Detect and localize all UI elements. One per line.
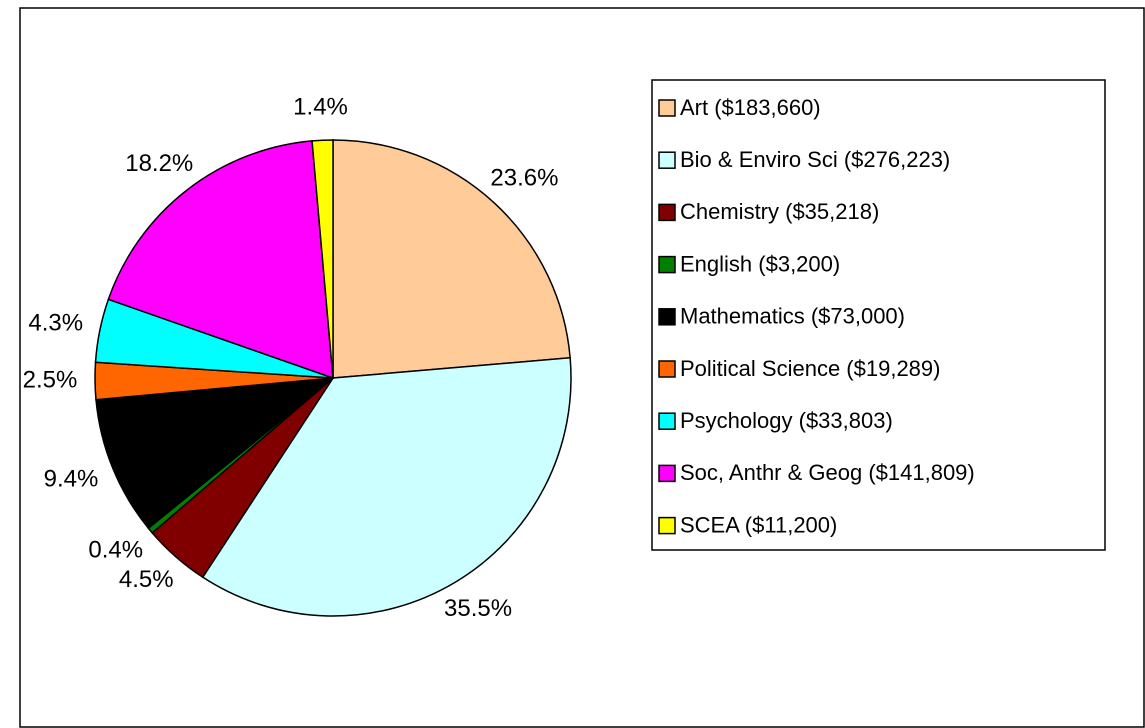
legend-swatch [658, 99, 676, 117]
legend-swatch [658, 255, 676, 274]
legend-swatch [658, 516, 676, 535]
pie-slice [311, 139, 334, 379]
legend-label: Chemistry ($35,218) [680, 199, 879, 224]
pie-slice [95, 377, 336, 530]
legend-label: SCEA ($11,200) [680, 512, 837, 537]
data-label: 0.4% [88, 536, 143, 563]
pie-slice [201, 356, 572, 617]
legend-label: Art ($183,660) [680, 95, 821, 120]
data-label: 2.5% [23, 367, 78, 394]
legend-label: Psychology ($33,803) [680, 408, 893, 433]
legend-swatch [658, 151, 676, 169]
data-label: 4.3% [28, 309, 83, 336]
legend-label: Bio & Enviro Sci ($276,223) [680, 147, 950, 172]
legend: Art ($183,660) Bio & Enviro Sci ($276,223… [651, 79, 1106, 551]
data-label: 1.4% [293, 94, 348, 121]
pie-slice [107, 140, 334, 380]
data-label: 18.2% [125, 150, 193, 177]
legend-label: Soc, Anthr & Geog ($141,809) [680, 460, 975, 485]
legend-swatch [658, 360, 676, 378]
legend-swatch [658, 308, 676, 326]
legend-swatch [658, 464, 676, 483]
legend-label: Mathematics ($73,000) [680, 304, 905, 329]
data-label: 4.5% [119, 566, 174, 593]
data-label: 9.4% [44, 465, 99, 492]
legend-label: English ($3,200) [680, 251, 840, 276]
legend-box [651, 79, 1106, 551]
legend-swatch [658, 412, 676, 430]
legend-label: Political Science ($19,289) [680, 356, 940, 381]
legend-swatch [658, 203, 676, 222]
pie-slice [332, 139, 571, 379]
data-label: 35.5% [444, 595, 512, 622]
data-label: 23.6% [490, 164, 558, 191]
